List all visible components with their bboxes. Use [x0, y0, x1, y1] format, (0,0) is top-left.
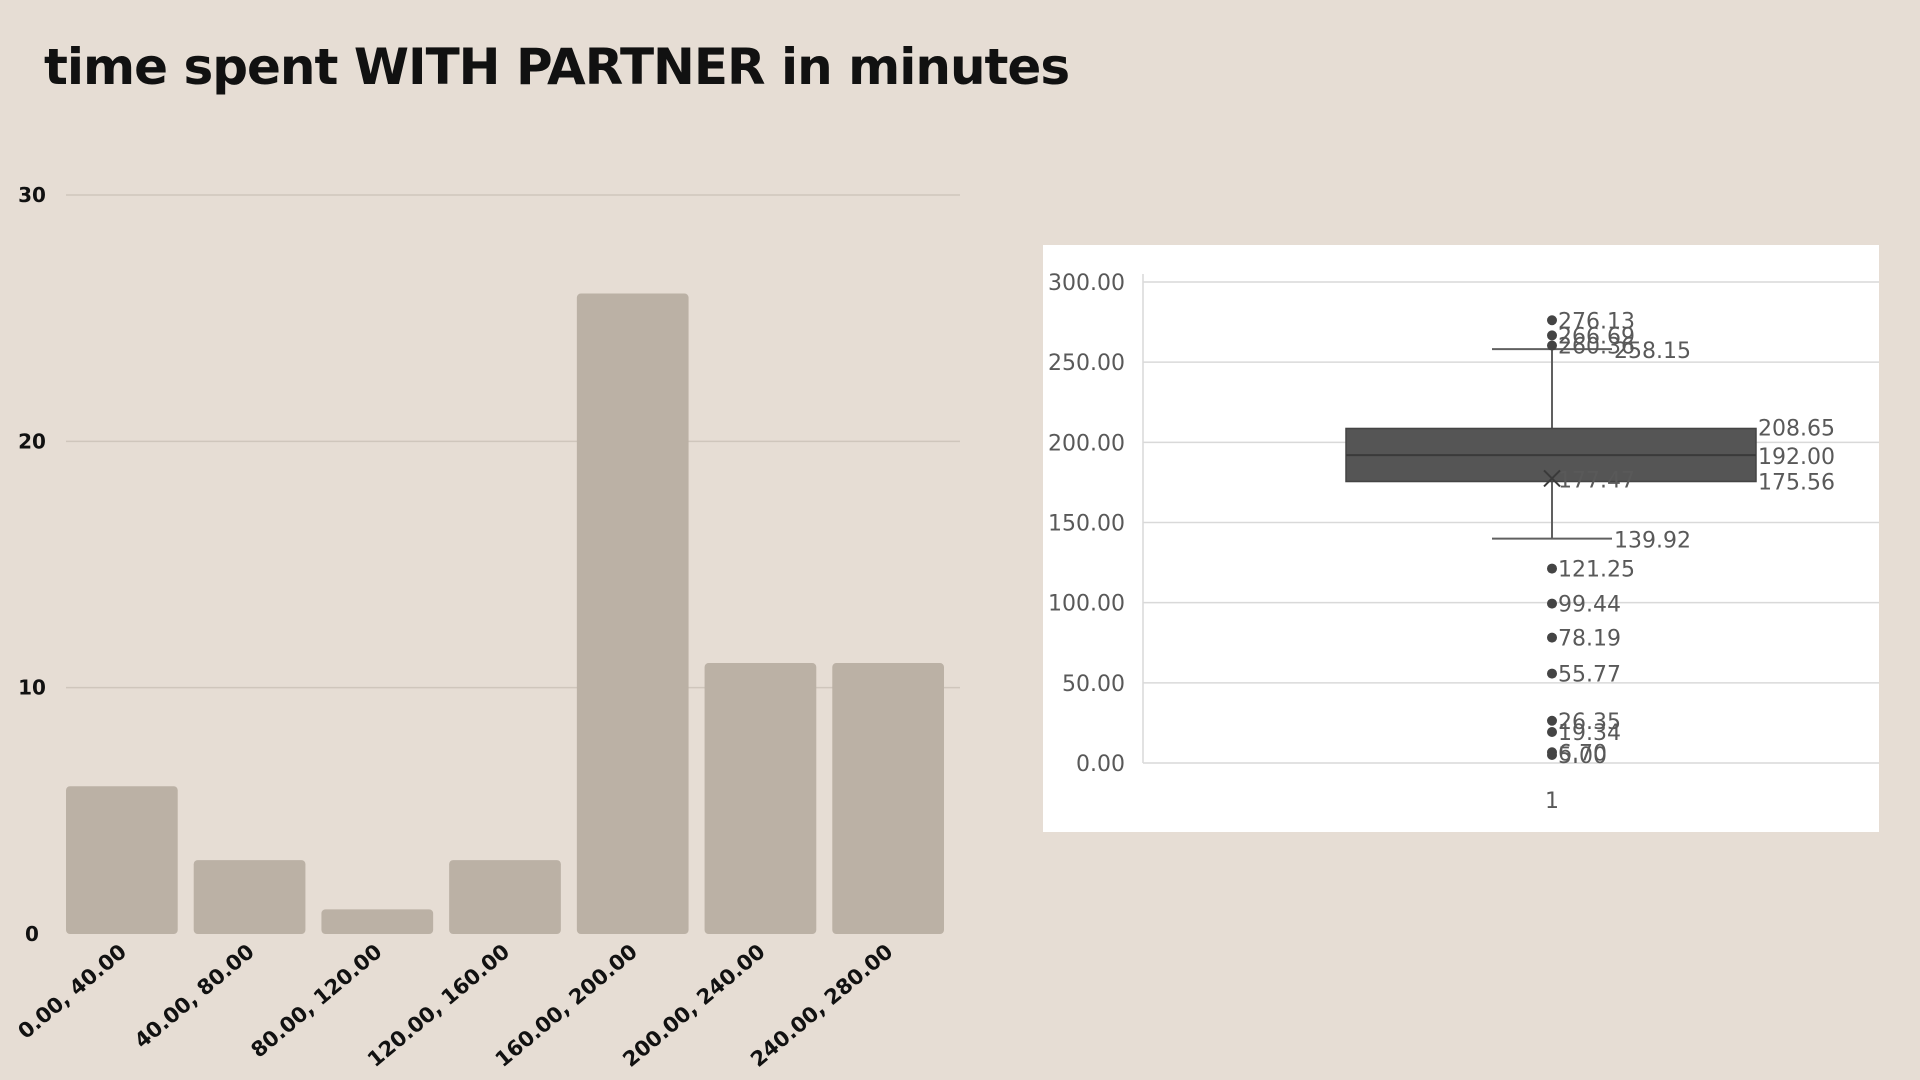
outlier-label: 99.44 [1558, 593, 1621, 618]
histogram-bar [449, 860, 561, 934]
histogram-bar [576, 293, 689, 934]
y-tick-label: 250.00 [1048, 351, 1125, 376]
outlier-point [1547, 749, 1557, 760]
outlier-point [1547, 598, 1557, 609]
outlier-point [1547, 715, 1557, 726]
whisker-low-label: 139.92 [1614, 529, 1691, 554]
x-tick-label: 80.00, 120.00 [246, 939, 386, 1062]
q1-label: 175.56 [1758, 471, 1835, 496]
outlier-point [1547, 726, 1557, 737]
y-tick-label: 300.00 [1048, 271, 1125, 296]
outlier-label: 5.00 [1558, 744, 1607, 769]
median-label: 192.00 [1758, 445, 1835, 470]
outlier-point [1547, 632, 1557, 643]
histogram-bar [66, 786, 178, 934]
outlier-label: 78.19 [1558, 627, 1621, 652]
y-tick-label: 0 [25, 922, 39, 946]
boxplot-panel: 0.00 50.00 100.00 150.00 200.00 250.00 300.00 1… [1043, 245, 1879, 832]
mean-label: 177.47 [1558, 468, 1635, 493]
histogram-bar [832, 663, 944, 934]
outlier-label: 121.25 [1558, 558, 1635, 583]
outlier-label: 6.70 [1558, 741, 1607, 766]
q3-label: 208.65 [1758, 416, 1835, 441]
x-tick-label: 0.00, 40.00 [13, 939, 131, 1043]
histogram-bar [321, 909, 434, 934]
outlier-label: 260.36 [1558, 335, 1635, 360]
y-tick-label: 200.00 [1048, 431, 1125, 456]
boxplot-chart: 0.00 50.00 100.00 150.00 200.00 250.00 300.00 1… [1048, 271, 1879, 814]
y-tick-label: 150.00 [1048, 512, 1125, 537]
outlier-point [1547, 668, 1557, 679]
outlier-point [1547, 340, 1557, 351]
outlier-label: 26.35 [1558, 710, 1621, 735]
outlier-label: 276.13 [1558, 309, 1635, 334]
outlier-point [1547, 563, 1557, 574]
outlier-label: 19.34 [1558, 721, 1621, 746]
histogram-bar [704, 663, 817, 934]
page-title: time spent WITH PARTNER in minutes [44, 38, 1070, 96]
histogram-bar [193, 860, 306, 934]
outlier-label: 266.69 [1558, 324, 1635, 349]
x-tick-label: 1 [1545, 789, 1559, 814]
y-tick-label: 100.00 [1048, 592, 1125, 617]
x-tick-label: 240.00, 280.00 [746, 939, 897, 1071]
x-tick-label: 40.00, 80.00 [130, 939, 259, 1053]
y-tick-label: 0.00 [1076, 752, 1125, 777]
outlier-point [1547, 330, 1557, 341]
y-tick-label: 10 [18, 676, 46, 700]
y-tick-label: 20 [18, 429, 46, 453]
mean-marker [1543, 469, 1561, 488]
whisker-high-label: 258.15 [1614, 339, 1691, 364]
y-tick-label: 30 [18, 183, 46, 207]
outlier-point [1547, 315, 1557, 326]
y-tick-label: 50.00 [1062, 672, 1125, 697]
outlier-label: 55.77 [1558, 663, 1621, 688]
